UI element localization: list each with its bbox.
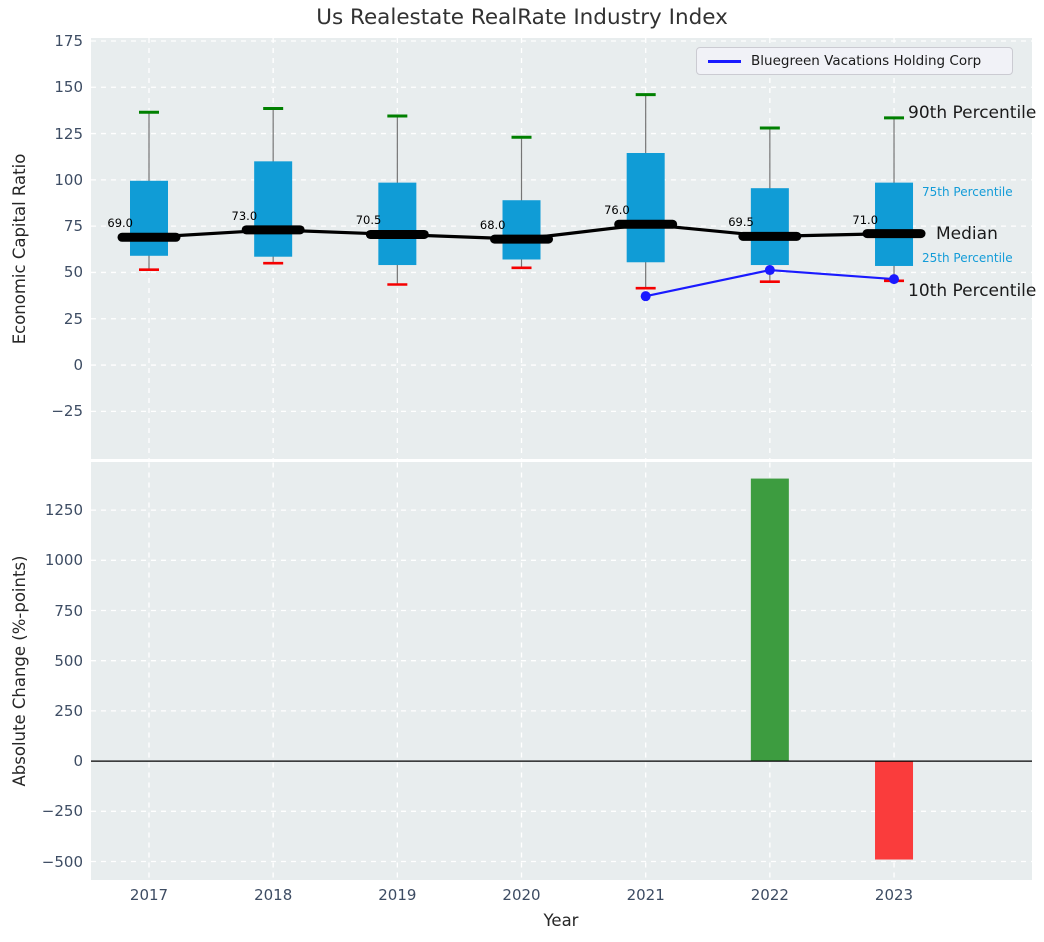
top-ytick-label: 175 xyxy=(54,31,83,50)
top-ytick-label: 25 xyxy=(63,309,83,328)
median-value-label: 70.5 xyxy=(355,213,382,228)
bottom-ytick-label: −500 xyxy=(41,852,83,871)
top-ytick-label: 0 xyxy=(73,356,83,375)
legend-label: Bluegreen Vacations Holding Corp xyxy=(751,53,982,69)
p25-annotation: 25th Percentile xyxy=(922,250,1013,265)
bottom-ytick-label: 0 xyxy=(73,752,83,771)
year-label: 2018 xyxy=(254,886,293,904)
chart-title: Us Realestate RealRate Industry Index xyxy=(316,5,728,30)
top-ytick-label: 150 xyxy=(54,78,83,97)
p90-annotation: 90th Percentile xyxy=(908,102,1037,123)
year-label: 2023 xyxy=(874,886,914,904)
x-axis-label: Year xyxy=(543,911,579,930)
year-label: 2017 xyxy=(129,886,169,904)
top-ytick-label: −25 xyxy=(51,402,83,421)
p10-annotation: 10th Percentile xyxy=(908,280,1037,301)
bottom-ytick-label: 750 xyxy=(54,601,83,620)
year-label: 2021 xyxy=(626,886,665,904)
legend-line-swatch xyxy=(708,59,741,63)
bottom-ytick-label: 250 xyxy=(54,701,83,720)
median-value-label: 71.0 xyxy=(852,212,879,227)
median-value-label: 69.0 xyxy=(107,216,133,231)
top-ytick-label: 125 xyxy=(54,124,83,143)
median-value-label: 76.0 xyxy=(604,203,630,218)
median-value-label: 69.5 xyxy=(728,215,754,230)
bottom-ytick-label: −250 xyxy=(41,802,83,821)
year-label: 2019 xyxy=(378,886,417,904)
year-label: 2020 xyxy=(502,886,541,904)
bottom-ytick-label: 500 xyxy=(54,651,83,670)
top-ytick-label: 50 xyxy=(63,263,83,282)
median-annotation: Median xyxy=(936,223,998,244)
bottom-ytick-label: 1250 xyxy=(44,501,83,520)
bottom-plot-area xyxy=(91,462,1032,880)
bottom-ytick-label: 1000 xyxy=(44,551,83,570)
top-ytick-label: 100 xyxy=(54,170,83,189)
year-label: 2022 xyxy=(750,886,789,904)
legend: Bluegreen Vacations Holding Corp xyxy=(696,47,1013,75)
top-ytick-label: 75 xyxy=(63,217,83,236)
p75-annotation: 75th Percentile xyxy=(922,184,1013,199)
top-plot-area xyxy=(91,38,1032,459)
median-value-label: 73.0 xyxy=(231,208,258,223)
median-value-label: 68.0 xyxy=(479,218,506,233)
